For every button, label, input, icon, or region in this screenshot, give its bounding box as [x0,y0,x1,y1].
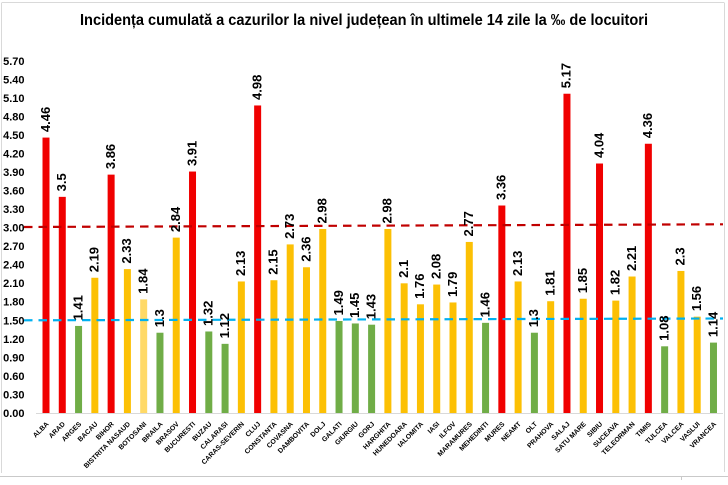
svg-text:2.36: 2.36 [298,236,313,261]
svg-text:0.90: 0.90 [3,352,24,364]
svg-text:5.40: 5.40 [3,74,24,86]
svg-text:1.76: 1.76 [412,273,427,298]
svg-text:4.04: 4.04 [591,132,606,158]
svg-text:1.12: 1.12 [217,313,232,338]
svg-text:2.33: 2.33 [119,238,134,263]
svg-text:2.77: 2.77 [461,211,476,236]
svg-text:2.08: 2.08 [429,254,444,279]
svg-text:2.98: 2.98 [380,198,395,223]
svg-text:2.40: 2.40 [3,260,24,272]
svg-text:1.3: 1.3 [526,309,541,327]
svg-text:4.98: 4.98 [249,75,264,100]
svg-text:4.20: 4.20 [3,149,24,161]
svg-text:1.20: 1.20 [3,334,24,346]
svg-text:2.21: 2.21 [624,246,639,271]
svg-text:3.86: 3.86 [103,144,118,169]
svg-text:1.14: 1.14 [705,311,720,337]
svg-text:0.60: 0.60 [3,371,24,383]
svg-text:5.17: 5.17 [559,63,574,88]
svg-text:1.43: 1.43 [363,294,378,319]
svg-text:1.84: 1.84 [135,268,150,294]
svg-text:2.13: 2.13 [510,251,525,276]
svg-text:1.79: 1.79 [445,272,460,297]
svg-text:Incidența cumulată a cazurilor: Incidența cumulată a cazurilor la nivel … [80,12,648,29]
svg-text:0.00: 0.00 [3,408,24,420]
svg-text:2.70: 2.70 [3,241,24,253]
svg-text:0.30: 0.30 [3,389,24,401]
svg-text:2.1: 2.1 [396,260,411,278]
svg-text:1.56: 1.56 [689,286,704,311]
svg-text:3.60: 3.60 [3,186,24,198]
svg-text:2.19: 2.19 [87,247,102,272]
svg-text:2.98: 2.98 [315,198,330,223]
svg-text:5.70: 5.70 [3,56,24,68]
svg-text:1.32: 1.32 [201,301,216,326]
svg-text:1.46: 1.46 [477,292,492,317]
svg-text:1.3: 1.3 [152,309,167,327]
svg-text:1.81: 1.81 [542,270,557,295]
svg-text:2.3: 2.3 [673,247,688,265]
svg-text:5.10: 5.10 [3,93,24,105]
svg-text:3.90: 3.90 [3,167,24,179]
svg-text:4.46: 4.46 [38,107,53,132]
svg-text:3.5: 3.5 [54,173,69,191]
svg-text:2.13: 2.13 [233,251,248,276]
svg-text:4.36: 4.36 [640,113,655,138]
svg-text:3.00: 3.00 [3,223,24,235]
svg-text:1.08: 1.08 [656,315,671,340]
svg-text:4.50: 4.50 [3,130,24,142]
svg-text:1.80: 1.80 [3,297,24,309]
svg-text:1.41: 1.41 [70,295,85,320]
svg-text:1.82: 1.82 [608,270,623,295]
svg-text:2.15: 2.15 [266,249,281,274]
svg-text:2.73: 2.73 [282,214,297,239]
svg-text:1.50: 1.50 [3,315,24,327]
svg-text:2.10: 2.10 [3,278,24,290]
svg-text:1.45: 1.45 [347,293,362,318]
svg-text:3.36: 3.36 [494,175,509,200]
svg-text:3.91: 3.91 [184,141,199,166]
svg-text:2.84: 2.84 [168,206,183,232]
svg-text:4.80: 4.80 [3,111,24,123]
svg-text:3.30: 3.30 [3,204,24,216]
svg-text:1.85: 1.85 [575,268,590,293]
svg-text:1.49: 1.49 [331,290,346,315]
